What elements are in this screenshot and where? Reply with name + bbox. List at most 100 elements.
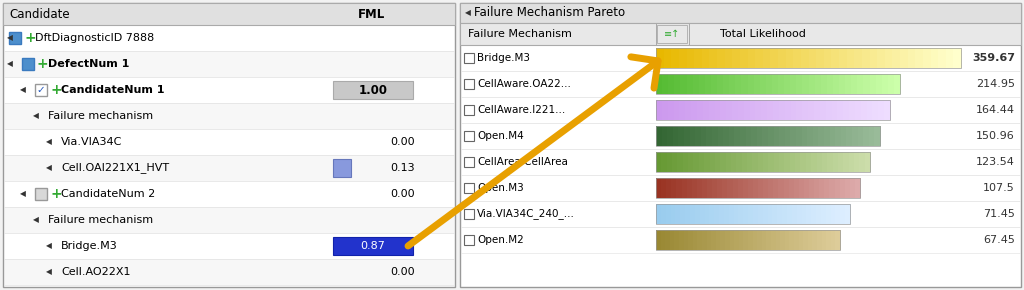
Bar xyxy=(672,48,680,68)
Bar xyxy=(717,178,723,198)
Bar xyxy=(4,51,454,77)
Bar xyxy=(733,204,739,224)
Bar xyxy=(656,48,961,68)
Bar xyxy=(766,230,772,250)
Bar xyxy=(710,204,715,224)
Bar xyxy=(809,178,815,198)
Bar xyxy=(809,74,815,94)
Bar xyxy=(735,74,742,94)
Bar xyxy=(768,178,774,198)
Bar xyxy=(684,230,689,250)
Bar xyxy=(680,204,686,224)
Bar xyxy=(817,230,822,250)
Bar xyxy=(814,178,820,198)
Text: ◀: ◀ xyxy=(20,86,26,95)
Bar xyxy=(460,3,1021,23)
Bar xyxy=(710,48,718,68)
Bar xyxy=(797,74,803,94)
Bar xyxy=(831,100,839,120)
Text: ◀: ◀ xyxy=(33,111,39,121)
Bar xyxy=(768,152,774,172)
Bar xyxy=(707,230,712,250)
Bar xyxy=(726,100,733,120)
Text: ✓: ✓ xyxy=(37,85,45,95)
Bar xyxy=(656,74,663,94)
Bar xyxy=(737,178,743,198)
Bar xyxy=(849,100,856,120)
Bar xyxy=(827,152,834,172)
Bar xyxy=(688,230,693,250)
Bar xyxy=(843,100,850,120)
Bar xyxy=(953,48,962,68)
Bar xyxy=(836,126,842,146)
Bar xyxy=(707,178,713,198)
Bar xyxy=(878,48,886,68)
Text: Open.M2: Open.M2 xyxy=(477,235,523,245)
Text: ◀: ◀ xyxy=(465,8,471,17)
Bar xyxy=(725,48,733,68)
Bar xyxy=(833,74,840,94)
Bar xyxy=(741,152,748,172)
Bar xyxy=(695,204,700,224)
Bar xyxy=(788,178,795,198)
Text: DefectNum 1: DefectNum 1 xyxy=(48,59,129,69)
Bar xyxy=(946,48,954,68)
Bar xyxy=(740,126,746,146)
Text: ◀: ◀ xyxy=(7,59,13,68)
Bar xyxy=(656,74,900,94)
Bar xyxy=(711,74,718,94)
Bar xyxy=(859,152,865,172)
Bar xyxy=(772,204,778,224)
Bar xyxy=(792,204,798,224)
Bar xyxy=(773,100,779,120)
Bar xyxy=(773,126,780,146)
Bar xyxy=(791,126,797,146)
Bar xyxy=(656,230,840,250)
Bar xyxy=(838,100,844,120)
Bar xyxy=(879,100,885,120)
Bar xyxy=(811,152,817,172)
Bar xyxy=(841,204,846,224)
Bar xyxy=(707,126,713,146)
Bar xyxy=(4,129,454,155)
Bar xyxy=(768,126,774,146)
Bar xyxy=(667,178,672,198)
Bar xyxy=(830,230,837,250)
Bar xyxy=(766,74,773,94)
Bar xyxy=(907,48,916,68)
Bar xyxy=(35,188,47,200)
Bar xyxy=(3,3,455,25)
Bar xyxy=(461,97,1020,123)
Bar xyxy=(831,48,840,68)
Bar xyxy=(787,204,793,224)
Bar xyxy=(656,100,663,120)
Bar xyxy=(847,48,855,68)
Bar xyxy=(461,201,1020,227)
Bar xyxy=(35,84,47,96)
Bar xyxy=(864,152,870,172)
Text: +: + xyxy=(37,57,48,71)
Bar xyxy=(717,48,725,68)
Bar xyxy=(742,178,749,198)
Bar xyxy=(845,178,851,198)
Bar xyxy=(701,48,711,68)
Bar xyxy=(839,74,846,94)
Bar xyxy=(854,152,860,172)
Bar xyxy=(697,100,703,120)
Bar xyxy=(748,178,754,198)
Bar xyxy=(784,74,791,94)
Bar xyxy=(748,48,756,68)
Bar xyxy=(851,74,858,94)
Bar xyxy=(679,230,684,250)
Bar xyxy=(802,126,808,146)
Bar xyxy=(746,152,753,172)
Text: Total Likelihood: Total Likelihood xyxy=(720,29,806,39)
Bar xyxy=(678,126,685,146)
Bar xyxy=(670,230,675,250)
Text: Candidate: Candidate xyxy=(9,8,70,21)
Bar xyxy=(696,178,702,198)
Bar xyxy=(691,100,697,120)
Bar xyxy=(790,152,796,172)
Bar xyxy=(660,230,666,250)
Bar xyxy=(705,152,711,172)
